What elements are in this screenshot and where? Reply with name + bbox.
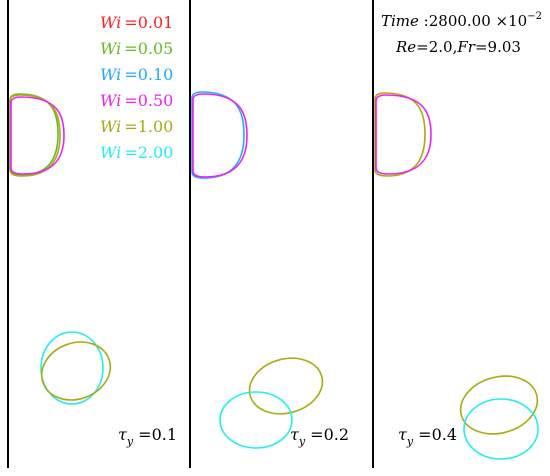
- legend-item-wi-0.10: Wi =0.10: [100, 65, 173, 84]
- panel-3-bubble-wi-1.00: [374, 92, 426, 177]
- panel-1-lower-bubble-wi-2.00: [40, 331, 104, 405]
- panel-1-bubble-wi-0.05: [9, 93, 59, 176]
- time-annotation: Time :2800.00 ×10−2: [381, 11, 542, 30]
- params-annotation: Re=2.0,Fr=9.03: [395, 38, 521, 56]
- legend-item-wi-2.00: Wi =2.00: [100, 143, 173, 162]
- panel-3-lower-bubble-wi-2.00: [463, 398, 539, 460]
- bubble-outlines: [9, 91, 539, 460]
- panel-2-bubble-wi-0.10: [191, 91, 245, 179]
- legend-item-wi-0.50: Wi =0.50: [100, 91, 173, 110]
- panel-1-lower-bubble-wi-1.00: [40, 341, 112, 401]
- panel-3-lower-bubble-wi-1.00: [459, 375, 539, 435]
- panel-2-tau-label: τy =0.2: [290, 425, 349, 448]
- legend-item-wi-0.05: Wi =0.05: [100, 39, 173, 58]
- panel-1-bubble-wi-0.50: [10, 96, 65, 175]
- panel-1-bubble-wi-1.00: [9, 94, 61, 177]
- legend: Wi =0.01 Wi =0.05 Wi =0.10 Wi =0.50 Wi =1.00 …: [100, 13, 173, 162]
- legend-item-wi-1.00: Wi =1.00: [100, 117, 173, 136]
- panel-2-bubble-wi-0.50: [192, 93, 248, 178]
- panel-2-lower-bubble-wi-2.00: [219, 391, 293, 449]
- panel-3-bubble-wi-0.50: [375, 94, 432, 175]
- panel-3-tau-label: τy =0.4: [398, 425, 457, 448]
- panel-1-tau-label: τy =0.1: [118, 425, 177, 448]
- legend-item-wi-0.01: Wi =0.01: [100, 13, 173, 32]
- panel-2-lower-bubble-wi-1.00: [248, 357, 324, 415]
